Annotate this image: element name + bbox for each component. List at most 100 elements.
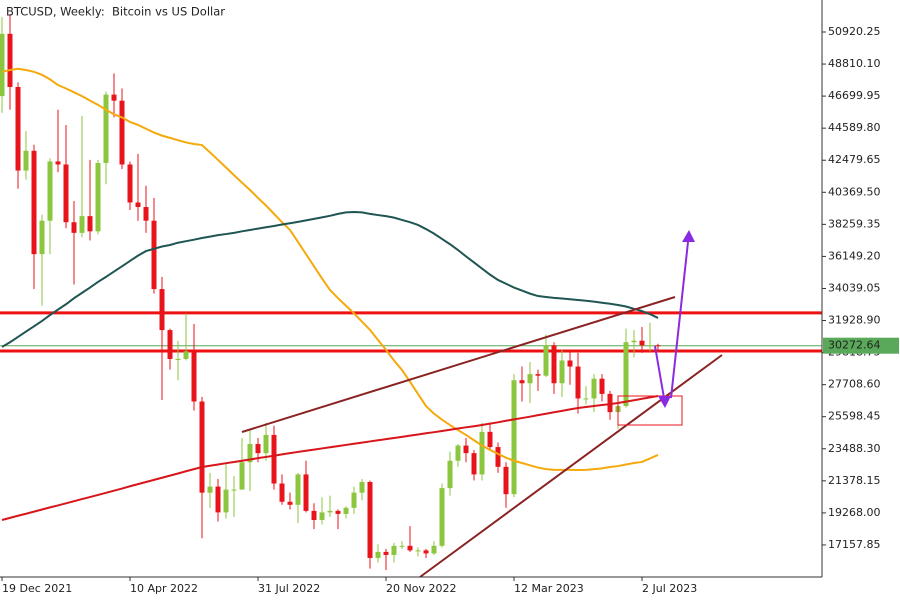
y-tick-label: 38259.35 xyxy=(828,217,881,230)
candle-body xyxy=(655,345,661,347)
y-tick-label: 21378.15 xyxy=(828,474,881,487)
trend-line xyxy=(241,296,676,433)
y-tick-label: 40369.50 xyxy=(828,185,881,198)
candle-body xyxy=(215,486,221,513)
candle-body xyxy=(71,222,77,233)
y-tick-label: 25598.45 xyxy=(828,410,881,423)
candle-body xyxy=(255,444,261,454)
y-tick-label: 19268.00 xyxy=(828,506,881,519)
candle-body xyxy=(31,150,37,255)
candle-body xyxy=(127,164,133,203)
candle-body xyxy=(591,378,597,399)
candle-body xyxy=(455,445,461,461)
arrow xyxy=(654,345,665,399)
candle-body xyxy=(551,345,557,384)
candle-body xyxy=(151,220,157,290)
candle-body xyxy=(55,161,61,165)
candle-body xyxy=(471,453,477,475)
candle-body xyxy=(87,216,93,232)
candle-body xyxy=(399,545,405,547)
candle-body xyxy=(367,482,373,558)
candle-body xyxy=(639,340,645,346)
candle-body xyxy=(63,164,69,223)
candle-body xyxy=(519,380,525,384)
candle-body xyxy=(607,393,613,413)
candle-body xyxy=(39,220,45,255)
y-tick-label: 48810.10 xyxy=(828,57,881,70)
y-tick-label: 27708.60 xyxy=(828,378,881,391)
y-tick-label: 50920.25 xyxy=(828,25,881,38)
candle-body xyxy=(543,345,549,376)
candle-body xyxy=(511,380,517,495)
candle-body xyxy=(263,434,269,454)
candle-body xyxy=(359,482,365,493)
price-tag-label: 30272.64 xyxy=(828,339,881,352)
candle-body xyxy=(167,330,173,359)
candle-body xyxy=(279,483,285,502)
x-tick-label: 12 Mar 2023 xyxy=(514,582,584,595)
candle-body xyxy=(431,545,437,554)
y-tick-label: 17157.85 xyxy=(828,538,881,551)
candle-body xyxy=(391,545,397,555)
chart-title: BTCUSD, Weekly: Bitcoin vs US Dollar xyxy=(6,5,225,19)
candle-body xyxy=(503,466,509,495)
candle-body xyxy=(319,512,325,520)
moving-average xyxy=(1,395,659,521)
candle-body xyxy=(223,489,229,513)
candle-body xyxy=(567,360,573,367)
candle-body xyxy=(199,401,205,493)
candle-body xyxy=(375,551,381,558)
candle-body xyxy=(311,510,317,520)
candle-body xyxy=(271,434,277,484)
x-tick-label: 10 Apr 2022 xyxy=(130,582,198,595)
y-tick-label: 31928.90 xyxy=(828,314,881,327)
candle-body xyxy=(423,550,429,554)
candle-body xyxy=(231,489,237,491)
candle-body xyxy=(623,342,629,407)
candle-body xyxy=(583,398,589,400)
candle-body xyxy=(631,340,637,343)
candle-body xyxy=(527,374,533,384)
y-tick-label: 23488.30 xyxy=(828,442,881,455)
candle-body xyxy=(335,510,341,514)
candle-body xyxy=(239,462,245,490)
y-tick-label: 36149.20 xyxy=(828,249,881,262)
x-tick-label: 20 Nov 2022 xyxy=(386,582,456,595)
candle-body xyxy=(79,216,85,233)
candle-body xyxy=(0,33,5,97)
y-tick-label: 46699.95 xyxy=(828,89,881,102)
price-tag xyxy=(823,337,899,354)
candle-body xyxy=(119,100,125,165)
candle-body xyxy=(47,161,53,221)
candle-body xyxy=(351,492,357,508)
candle-body xyxy=(479,431,485,475)
x-tick-label: 19 Dec 2021 xyxy=(2,582,72,595)
candle-body xyxy=(487,431,493,448)
candle-body xyxy=(111,94,117,101)
candle-body xyxy=(447,460,453,489)
candle-body xyxy=(247,444,253,463)
candle-body xyxy=(415,550,421,552)
zone-box xyxy=(617,395,683,426)
y-tick-label: 44589.80 xyxy=(828,121,881,134)
candle-body xyxy=(439,488,445,546)
candle-body xyxy=(15,86,21,171)
moving-average xyxy=(1,211,659,348)
plot-area xyxy=(0,14,822,571)
candle-body xyxy=(175,358,181,360)
candle-body xyxy=(383,551,389,555)
candle-body xyxy=(463,445,469,454)
candle-body xyxy=(495,447,501,467)
candle-body xyxy=(191,351,197,402)
candle-body xyxy=(207,486,213,493)
x-tick-label: 31 Jul 2022 xyxy=(258,582,320,595)
candle-body xyxy=(295,474,301,505)
candle-body xyxy=(7,33,13,87)
candle-body xyxy=(103,94,109,163)
candle-body xyxy=(303,474,309,511)
y-tick-label: 42479.65 xyxy=(828,153,881,166)
y-tick-label: 34039.05 xyxy=(828,281,881,294)
arrow-head xyxy=(658,396,671,408)
